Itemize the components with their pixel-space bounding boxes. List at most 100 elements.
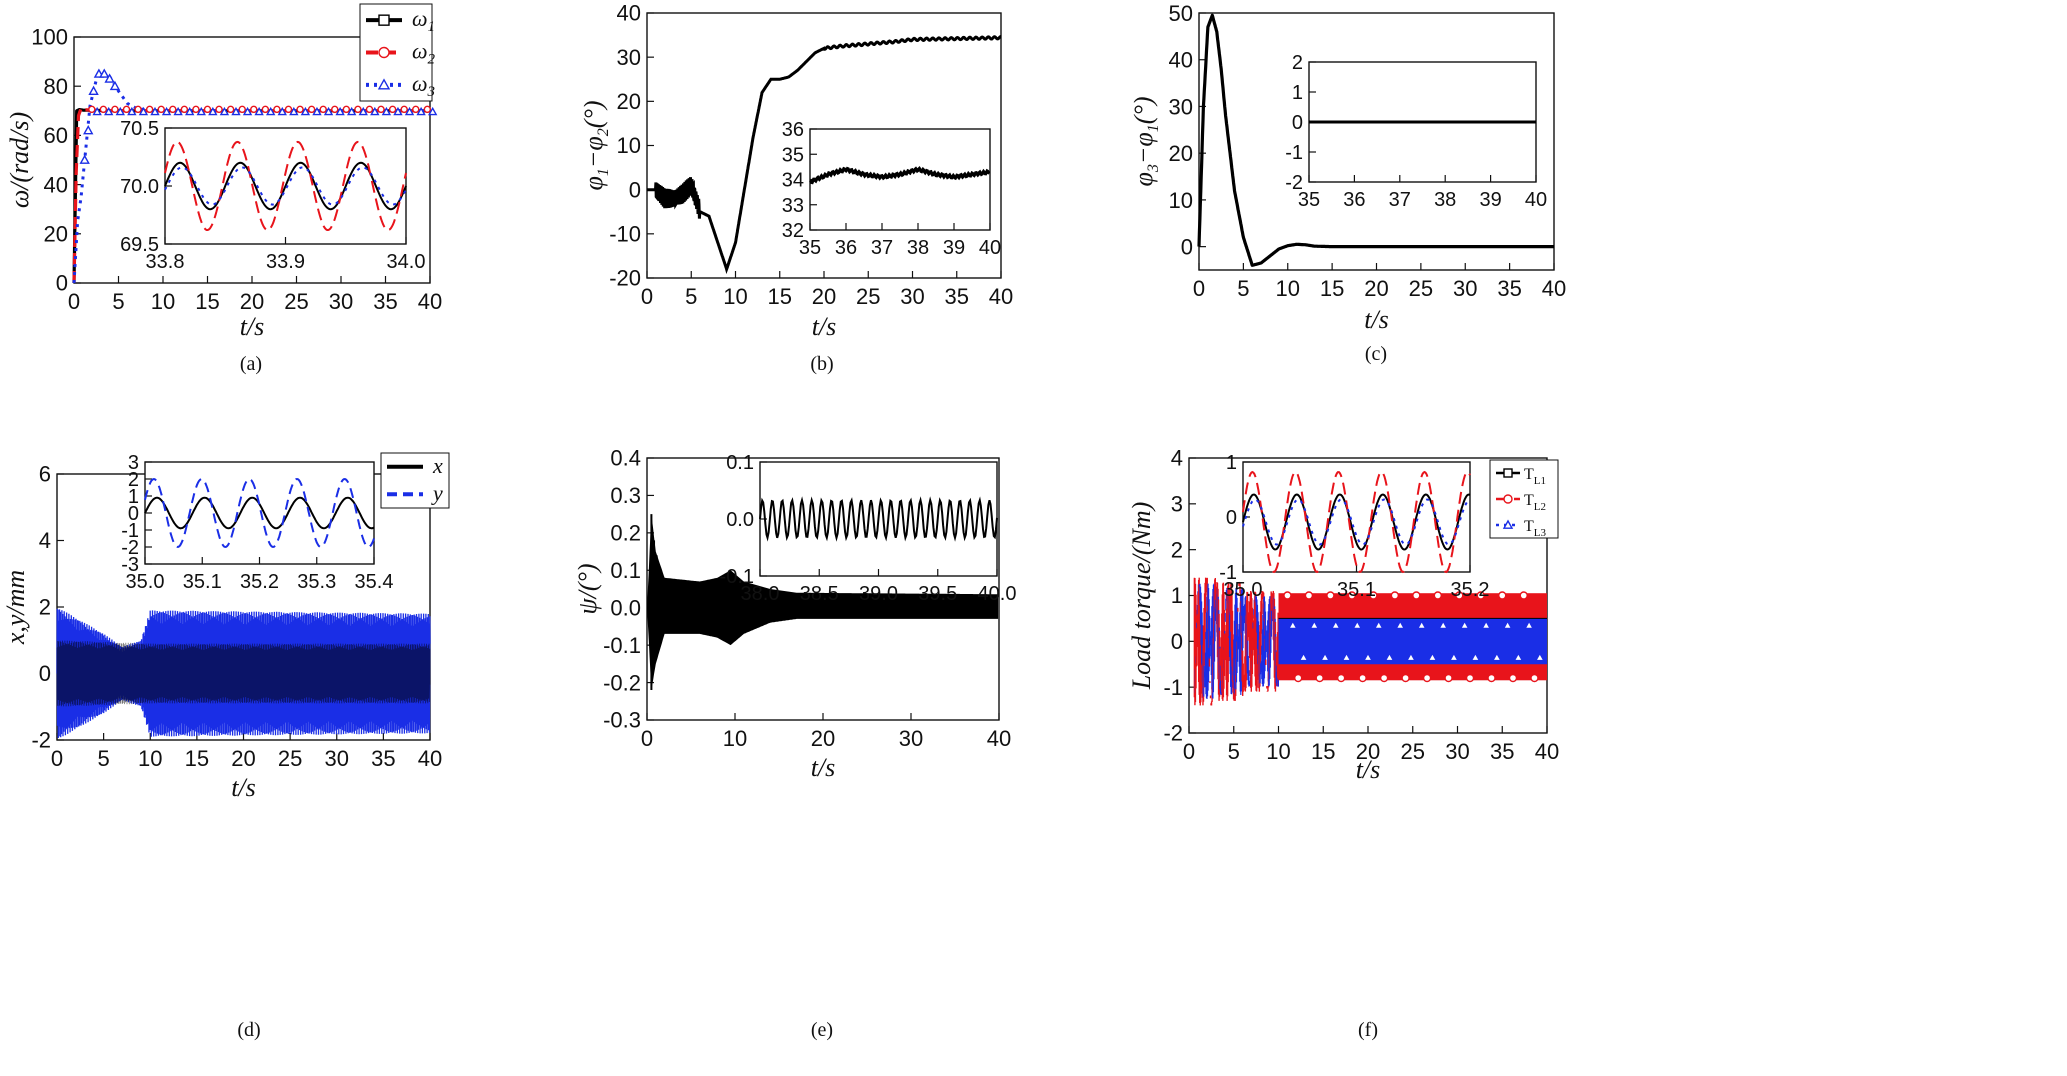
triangle-marker xyxy=(1298,651,1309,662)
y-tick-label: -1 xyxy=(1163,675,1183,700)
y-tick-label: -1 xyxy=(1285,142,1303,164)
circle-marker xyxy=(122,105,131,114)
circle-marker xyxy=(145,105,154,114)
x-tick-label: 5 xyxy=(1228,739,1240,764)
y-tick-label: 4 xyxy=(1171,446,1183,471)
y-tick-label: 20 xyxy=(1169,141,1193,166)
y-tick-label: -0.1 xyxy=(603,633,641,658)
y-tick-label: 20 xyxy=(617,89,641,114)
y-tick-label: 30 xyxy=(1169,94,1193,119)
legend-box xyxy=(380,452,450,509)
x-tick-label: 35 xyxy=(799,237,821,259)
y-tick-label: 30 xyxy=(617,45,641,70)
circle-marker xyxy=(226,105,235,114)
panel-caption: (f) xyxy=(1358,1019,1378,1041)
y-tick-label: -0.1 xyxy=(720,566,754,588)
circle-marker xyxy=(1498,591,1507,600)
x-tick-label: 35.0 xyxy=(1224,579,1263,601)
triangle-marker xyxy=(381,106,392,116)
y-tick-label: 1 xyxy=(1226,452,1237,474)
circle-marker xyxy=(180,105,189,114)
y-tick-label: 40 xyxy=(44,172,68,197)
circle-marker xyxy=(1422,673,1432,683)
y-tick-label: -2 xyxy=(1163,721,1183,746)
circle-marker xyxy=(203,105,212,114)
triangle-marker xyxy=(1373,619,1384,630)
x-axis-label: t/s xyxy=(1356,755,1381,784)
circle-marker xyxy=(1336,673,1346,683)
series-psi-envelope xyxy=(647,514,999,691)
circle-marker xyxy=(1304,591,1314,600)
inset-frame xyxy=(809,128,991,231)
circle-marker xyxy=(1465,673,1475,683)
panel-caption: (c) xyxy=(1365,343,1387,365)
x-tick-label: 38.5 xyxy=(800,583,839,605)
triangle-marker xyxy=(1491,651,1503,662)
y-tick-label: 32 xyxy=(782,220,804,242)
y-tick-label: 0.0 xyxy=(726,509,754,531)
circle-marker xyxy=(1503,494,1513,504)
panel-caption: (a) xyxy=(240,353,262,375)
triangle-marker xyxy=(254,106,264,116)
y-tick-label: -20 xyxy=(609,266,641,291)
triangle-marker xyxy=(1309,619,1320,630)
triangle-marker xyxy=(1330,619,1341,630)
x-tick-label: 35.2 xyxy=(240,571,279,593)
x-tick-label: 38 xyxy=(907,237,929,259)
triangle-marker xyxy=(99,68,110,78)
circle-marker xyxy=(319,105,327,114)
x-tick-label: 15 xyxy=(1311,739,1335,764)
legend-label: x xyxy=(432,453,443,478)
x-tick-label: 34.0 xyxy=(387,251,426,273)
y-tick-label: 34 xyxy=(782,170,804,192)
x-tick-label: 35.3 xyxy=(297,571,336,593)
circle-marker xyxy=(1369,591,1378,600)
inset-series xyxy=(809,165,991,185)
y-tick-label: 36 xyxy=(782,119,804,141)
y-tick-label: 69.5 xyxy=(120,234,159,256)
triangle-marker xyxy=(150,106,160,116)
x-tick-label: 36 xyxy=(835,237,857,259)
x-tick-label: 30 xyxy=(900,284,924,309)
triangle-marker xyxy=(358,106,368,116)
triangle-marker xyxy=(88,85,99,96)
y-tick-label: 1 xyxy=(1171,583,1183,608)
circle-marker xyxy=(1487,673,1496,683)
inset-series-TL3 xyxy=(1242,498,1471,546)
x-tick-label: 20 xyxy=(811,726,835,751)
y-axis-label: ω/(rad/s) xyxy=(5,112,34,208)
triangle-marker xyxy=(1427,651,1438,662)
triangle-marker xyxy=(173,106,183,116)
circle-marker xyxy=(1476,591,1485,600)
x-tick-label: 33.8 xyxy=(146,251,185,273)
y-tick-label: 100 xyxy=(31,25,68,50)
x-tick-label: 40 xyxy=(987,726,1011,751)
triangle-marker xyxy=(109,80,121,91)
inset-c: 35 36 37 38 39 40 -2 -1 0 1 2 xyxy=(1285,52,1547,211)
x-tick-label: 30 xyxy=(899,726,923,751)
triangle-marker xyxy=(231,106,241,116)
circle-marker xyxy=(378,46,390,59)
x-tick-label: 20 xyxy=(231,746,255,771)
circle-marker xyxy=(238,105,246,114)
x-tick-label: 10 xyxy=(151,289,175,314)
y-tick-label: -2 xyxy=(121,537,139,559)
y-tick-label: 0 xyxy=(1181,235,1193,260)
x-tick-label: 25 xyxy=(856,284,880,309)
triangle-marker xyxy=(335,106,345,116)
circle-marker xyxy=(134,105,142,114)
circle-marker xyxy=(1530,673,1539,683)
circle-marker xyxy=(1508,673,1518,683)
y-tick-label: 60 xyxy=(44,123,68,148)
x-tick-label: 35 xyxy=(1497,276,1521,301)
x-tick-label: 20 xyxy=(812,284,836,309)
circle-marker xyxy=(192,105,200,114)
triangle-marker xyxy=(427,106,438,116)
x-tick-label: 15 xyxy=(195,289,219,314)
triangle-marker xyxy=(104,106,114,116)
x-tick-label: 40 xyxy=(1542,276,1566,301)
y-tick-label: 10 xyxy=(1169,188,1193,213)
panel-caption: (e) xyxy=(811,1019,833,1041)
x-tick-label: 30 xyxy=(325,746,349,771)
